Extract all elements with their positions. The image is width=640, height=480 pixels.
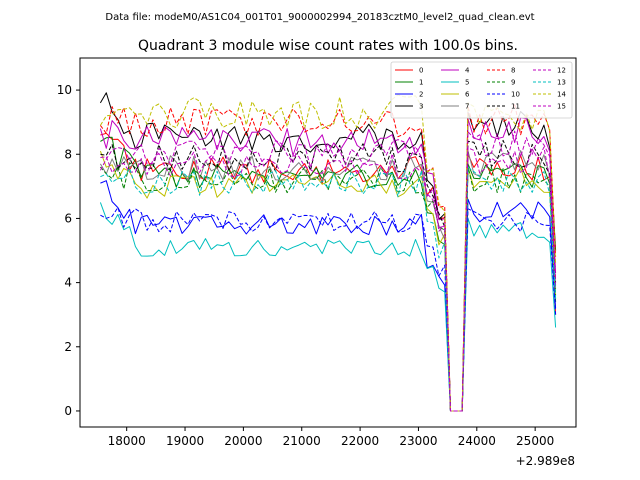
series-line-5 — [99, 202, 557, 412]
legend-label-4: 4 — [465, 67, 470, 75]
legend-label-0: 0 — [419, 67, 423, 75]
x-tick-label-22000: 22000 — [341, 434, 379, 448]
x-tick-label-21000: 21000 — [283, 434, 321, 448]
plot-frame — [79, 57, 577, 428]
x-tick-label-20000: 20000 — [224, 434, 262, 448]
legend-label-5: 5 — [465, 79, 469, 87]
series-line-11 — [100, 139, 557, 412]
series-line-2 — [100, 180, 557, 412]
x-tick-label-25000: 25000 — [516, 434, 554, 448]
series-line-10 — [100, 207, 557, 412]
series-line-3 — [99, 92, 557, 412]
legend-label-15: 15 — [557, 103, 566, 111]
plot-area — [79, 57, 577, 428]
x-tick-label-18000: 18000 — [108, 434, 146, 448]
series-layer — [99, 92, 557, 412]
legend-label-6: 6 — [465, 91, 470, 99]
series-line-4 — [99, 117, 557, 412]
legend-label-10: 10 — [511, 91, 520, 99]
series-line-12 — [100, 146, 557, 412]
y-tick-label-0: 0 — [64, 404, 72, 418]
y-tick-label-4: 4 — [64, 276, 72, 290]
series-line-9 — [100, 162, 557, 412]
series-line-6 — [99, 150, 557, 412]
legend-label-9: 9 — [511, 79, 515, 87]
series-line-15 — [99, 130, 557, 412]
y-axis: 0 2 4 6 8 10 — [57, 83, 80, 418]
legend-label-2: 2 — [419, 91, 423, 99]
legend-label-14: 14 — [557, 91, 566, 99]
x-axis: 18000 19000 20000 21000 22000 23000 24000 25000 — [108, 427, 554, 448]
legend-label-13: 13 — [557, 79, 566, 87]
y-tick-label-8: 8 — [64, 147, 72, 161]
x-tick-label-23000: 23000 — [399, 434, 437, 448]
legend-label-3: 3 — [419, 103, 423, 111]
series-line-13 — [100, 166, 557, 412]
y-tick-label-10: 10 — [57, 83, 72, 97]
x-axis-offset-label: +2.989e8 — [516, 454, 575, 468]
legend-label-12: 12 — [557, 67, 566, 75]
legend-box — [390, 61, 573, 119]
y-tick-label-6: 6 — [64, 211, 72, 225]
series-line-0 — [100, 132, 557, 412]
legend-label-11: 11 — [511, 103, 520, 111]
legend-label-7: 7 — [465, 103, 469, 111]
x-tick-label-24000: 24000 — [458, 434, 496, 448]
legend-label-8: 8 — [511, 67, 515, 75]
chart-title: Quadrant 3 module wise count rates with … — [138, 38, 518, 54]
x-tick-label-19000: 19000 — [166, 434, 204, 448]
y-tick-label-2: 2 — [64, 340, 72, 354]
legend-label-1: 1 — [419, 79, 423, 87]
series-line-14 — [99, 94, 557, 412]
data-file-caption: Data file: modeM0/AS1C04_001T01_90000029… — [105, 12, 534, 23]
